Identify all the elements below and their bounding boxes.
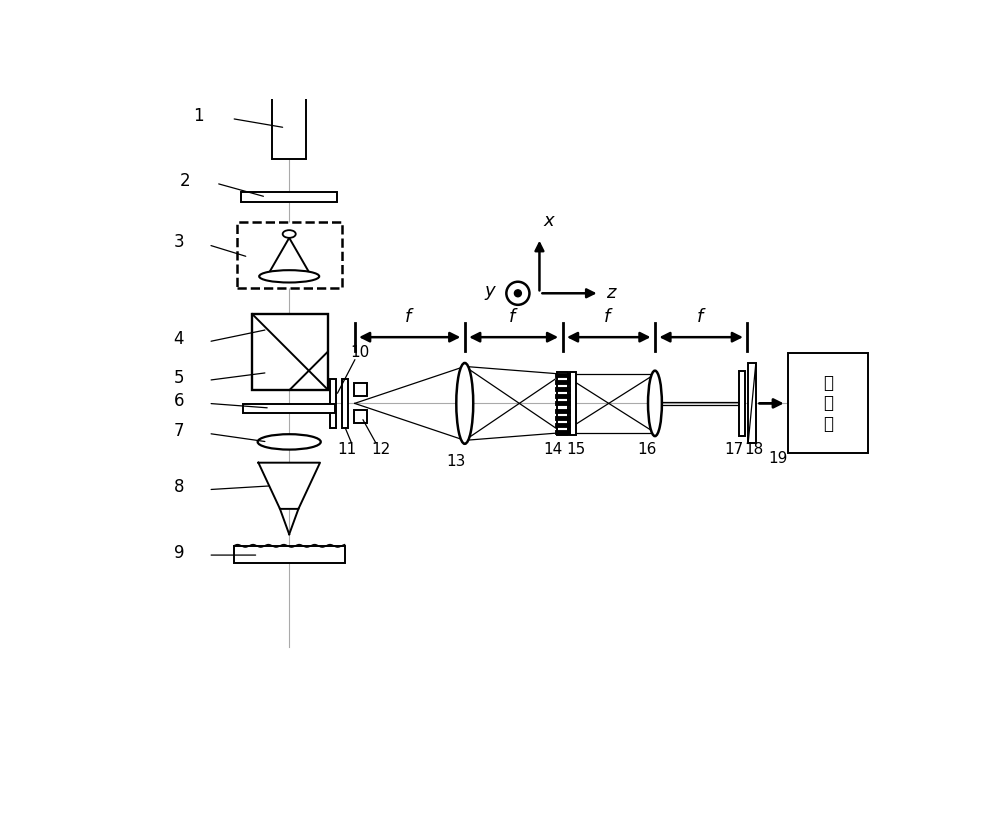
Ellipse shape <box>456 363 473 444</box>
Text: 4: 4 <box>174 331 184 348</box>
FancyBboxPatch shape <box>788 353 868 453</box>
FancyBboxPatch shape <box>354 384 367 396</box>
Text: 3: 3 <box>174 233 184 251</box>
FancyBboxPatch shape <box>330 379 336 428</box>
Text: $x$: $x$ <box>543 213 556 230</box>
Text: $f$: $f$ <box>404 308 415 327</box>
FancyBboxPatch shape <box>237 222 342 288</box>
Text: 11: 11 <box>337 442 356 457</box>
FancyBboxPatch shape <box>272 93 306 159</box>
Text: $f$: $f$ <box>508 308 519 327</box>
Text: 14: 14 <box>543 442 562 457</box>
Text: 2: 2 <box>180 172 190 190</box>
Text: $y$: $y$ <box>484 284 497 303</box>
Text: $f$: $f$ <box>696 308 706 327</box>
Text: 9: 9 <box>174 544 184 562</box>
FancyBboxPatch shape <box>354 410 367 423</box>
Text: 15: 15 <box>567 442 586 457</box>
FancyBboxPatch shape <box>234 546 345 563</box>
FancyBboxPatch shape <box>252 314 328 390</box>
Polygon shape <box>258 462 320 509</box>
Text: $f$: $f$ <box>603 308 614 327</box>
Text: 6: 6 <box>174 392 184 410</box>
Text: 18: 18 <box>745 442 764 457</box>
Ellipse shape <box>258 434 321 450</box>
Text: 17: 17 <box>725 442 744 457</box>
Circle shape <box>514 289 521 297</box>
FancyBboxPatch shape <box>748 363 756 443</box>
Text: 13: 13 <box>446 454 465 469</box>
Ellipse shape <box>259 270 319 283</box>
FancyBboxPatch shape <box>570 372 576 435</box>
FancyBboxPatch shape <box>739 371 745 436</box>
FancyBboxPatch shape <box>342 379 348 428</box>
Ellipse shape <box>283 230 296 238</box>
Text: 16: 16 <box>638 442 657 457</box>
Ellipse shape <box>648 370 662 436</box>
Text: 19: 19 <box>768 452 788 466</box>
Text: 7: 7 <box>174 422 184 440</box>
Text: 8: 8 <box>174 478 184 496</box>
Text: 计
算
机: 计 算 机 <box>823 374 833 433</box>
Text: 12: 12 <box>372 442 391 457</box>
FancyBboxPatch shape <box>241 192 337 203</box>
FancyBboxPatch shape <box>243 404 335 413</box>
FancyBboxPatch shape <box>557 372 568 435</box>
Text: 10: 10 <box>350 345 369 360</box>
Text: $z$: $z$ <box>606 284 617 303</box>
Text: 5: 5 <box>174 369 184 387</box>
Text: 1: 1 <box>193 108 204 125</box>
